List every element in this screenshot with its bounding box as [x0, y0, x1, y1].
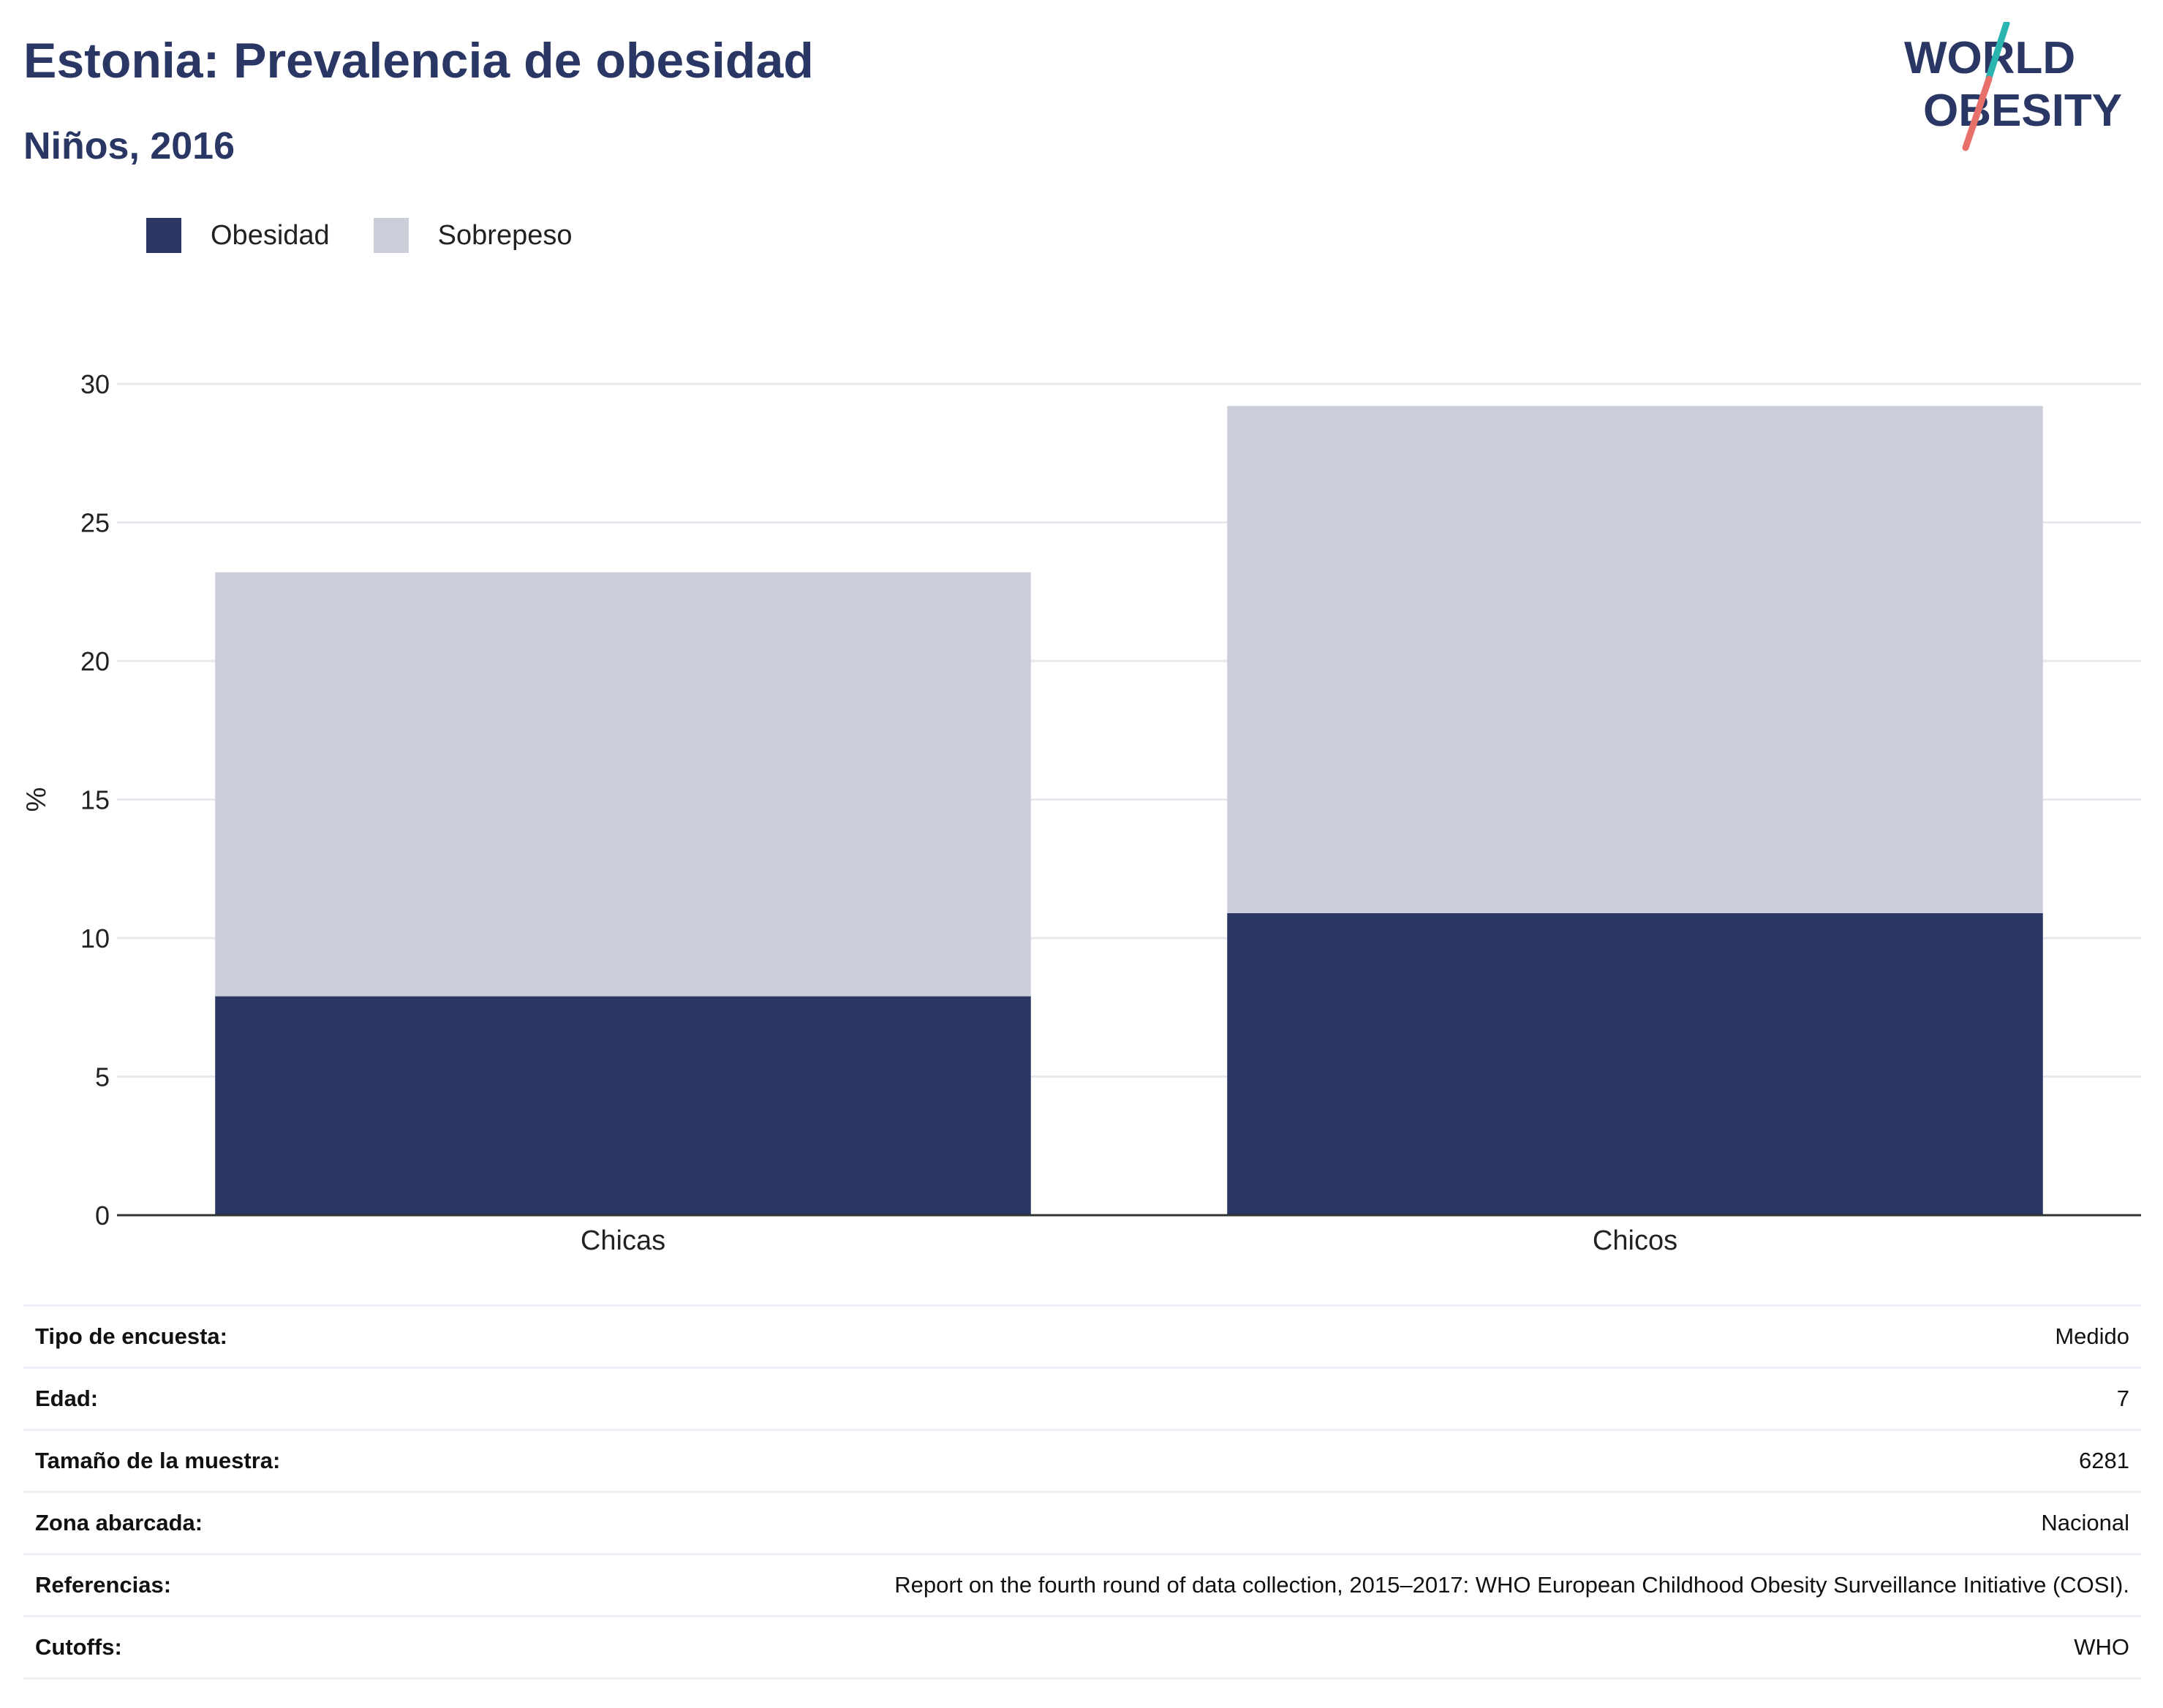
table-row: Zona abarcada: Nacional	[23, 1491, 2141, 1554]
row-value: Report on the fourth round of data colle…	[396, 1553, 2141, 1617]
chart-subtitle: Niños, 2016	[23, 125, 235, 167]
world-obesity-logo: WORLD OBESITY	[1904, 22, 2122, 151]
logo-slash-top	[1985, 22, 2010, 81]
y-tick-label: 15	[80, 785, 110, 815]
table-row: Edad: 7	[23, 1367, 2141, 1430]
row-value: Nacional	[396, 1491, 2141, 1554]
legend-swatch-sobrepeso	[373, 218, 409, 253]
y-tick-label: 25	[80, 508, 110, 538]
y-axis-label: %	[21, 787, 52, 812]
bar-sobrepeso-chicos	[1227, 406, 2043, 913]
logo-line2: OBESITY	[1923, 86, 2122, 136]
logo-slash-bottom	[1962, 75, 1993, 151]
row-value: 6281	[396, 1429, 2141, 1492]
chart-legend: Obesidad Sobrepeso	[146, 218, 616, 253]
x-tick-label: Chicas	[581, 1225, 665, 1256]
chart-title: Estonia: Prevalencia de obesidad	[23, 33, 814, 88]
y-tick-label: 30	[80, 369, 110, 399]
y-tick-label: 20	[80, 646, 110, 676]
table-row: Tamaño de la muestra: 6281	[23, 1429, 2141, 1492]
y-tick-label: 10	[80, 923, 110, 953]
row-key: Referencias:	[23, 1553, 396, 1617]
bar-sobrepeso-chicas	[215, 572, 1031, 997]
bar-chart: 0 5 10 15 20 25 30 Chicas Chicos%	[21, 369, 2141, 1256]
row-key: Zona abarcada:	[23, 1491, 396, 1554]
legend-label-obesidad: Obesidad	[211, 219, 330, 251]
row-key: Cutoffs:	[23, 1615, 396, 1679]
table-row: Referencias: Report on the fourth round …	[23, 1553, 2141, 1617]
x-tick-label: Chicos	[1593, 1225, 1677, 1256]
legend-item-obesidad: Obesidad	[146, 218, 330, 253]
y-tick-label: 0	[95, 1201, 110, 1231]
bar-obesidad-chicos	[1227, 912, 2043, 1215]
row-key: Tamaño de la muestra:	[23, 1429, 396, 1492]
survey-info-table: Tipo de encuesta: Medido Edad: 7 Tamaño …	[23, 1304, 2141, 1679]
table-row: Tipo de encuesta: Medido	[23, 1304, 2141, 1368]
legend-item-sobrepeso: Sobrepeso	[373, 218, 573, 253]
row-key: Edad:	[23, 1367, 396, 1430]
legend-label-sobrepeso: Sobrepeso	[437, 219, 573, 251]
row-key: Tipo de encuesta:	[23, 1304, 396, 1368]
bar-obesidad-chicas	[215, 996, 1031, 1215]
y-tick-label: 5	[95, 1062, 110, 1092]
legend-swatch-obesidad	[146, 218, 181, 253]
table-row: Cutoffs: WHO	[23, 1615, 2141, 1679]
row-value: Medido	[396, 1304, 2141, 1368]
row-value: 7	[396, 1367, 2141, 1430]
row-value: WHO	[396, 1615, 2141, 1679]
